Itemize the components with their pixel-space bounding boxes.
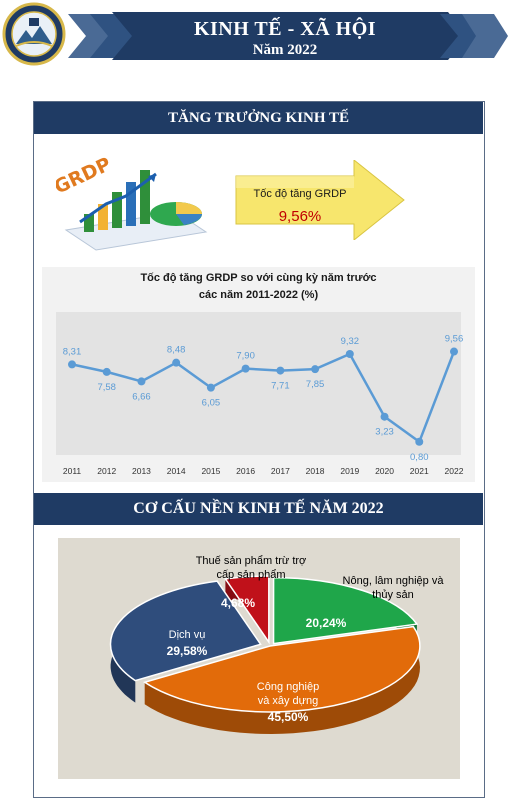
x-tick-2015: 2015 — [201, 466, 220, 476]
data-label-2013: 6,66 — [132, 391, 151, 402]
data-point-2015 — [206, 383, 215, 392]
data-point-2019 — [345, 350, 354, 359]
economic-structure-pie-chart: Thuế sản phẩm trừ trợ cấp sản phẩm 4,68%… — [58, 538, 460, 779]
data-point-2018 — [311, 365, 320, 374]
data-point-2012 — [102, 367, 111, 376]
data-point-2013 — [137, 377, 146, 386]
data-label-2019: 9,32 — [341, 336, 360, 347]
x-tick-2021: 2021 — [410, 466, 429, 476]
growth-rate-value: 9,56% — [278, 208, 322, 225]
pie-label-services: 29,58% — [166, 644, 208, 658]
x-tick-2018: 2018 — [306, 466, 325, 476]
pie-chart-svg — [109, 575, 421, 734]
growth-rate-arrow — [235, 160, 405, 240]
data-label-2012: 7,58 — [97, 382, 116, 393]
data-label-2011: 8,31 — [63, 346, 82, 357]
pie-name-industry: Công nghiệp và xây dựng — [238, 680, 338, 708]
data-point-2022 — [450, 347, 458, 356]
x-tick-2016: 2016 — [236, 466, 255, 476]
svg-text:GRDP: GRDP — [56, 153, 114, 198]
plot-area — [56, 312, 461, 455]
data-label-2016: 7,90 — [236, 351, 255, 362]
line-chart-svg: 8,31 2011 7,58 2012 6,66 2013 8,48 2014 6,05 2015… — [63, 334, 464, 476]
pie-label-tax: 4,68% — [220, 596, 256, 610]
grdp-chart-illustration: GRDP — [56, 153, 208, 251]
data-label-2014: 8,48 — [167, 345, 186, 356]
chart-title-line2: các năm 2011-2022 (%) — [198, 289, 319, 301]
content-frame: TĂNG TRƯỞNG KINH TẾ GRDP Tốc độ tăng GRD… — [33, 101, 485, 798]
page-title: KINH TẾ - XÃ HỘI — [193, 18, 377, 40]
header-banner — [68, 12, 508, 60]
pie-slice-3 — [224, 575, 270, 645]
pie-slice-0 — [272, 576, 419, 645]
pie-name-tax-line1: Thuế sản phẩm trừ trợ — [195, 555, 307, 567]
section-title-structure: CƠ CẤU NỀN KINH TẾ NĂM 2022 — [34, 493, 483, 525]
growth-rate-label: Tốc độ tăng GRDP — [253, 188, 347, 200]
chart-title-line1: Tốc độ tăng GRDP so với cùng kỳ năm trướ… — [140, 272, 377, 284]
section-title-growth: TĂNG TRƯỞNG KINH TẾ — [34, 102, 483, 134]
pie-name-agri: Nông, lâm nghiệp và thủy sản — [328, 574, 458, 602]
pie-slice-2 — [109, 580, 262, 682]
pie-label-agri: 20,24% — [305, 616, 347, 630]
pie-name-industry-line1: Công nghiệp — [256, 681, 320, 693]
x-tick-2011: 2011 — [63, 466, 82, 476]
pie-name-industry-line2: và xây dựng — [257, 695, 319, 707]
data-label-2022: 9,56 — [445, 334, 464, 345]
x-tick-2013: 2013 — [132, 466, 151, 476]
data-label-2021: 0,80 — [410, 452, 429, 463]
data-label-2017: 7,71 — [271, 381, 290, 392]
pie-name-agri-line2: thủy sản — [372, 589, 414, 601]
x-tick-2017: 2017 — [271, 466, 290, 476]
data-point-2014 — [172, 358, 181, 367]
data-point-2021 — [415, 437, 424, 446]
data-point-2016 — [241, 364, 250, 373]
x-tick-2012: 2012 — [97, 466, 116, 476]
series-line — [71, 351, 456, 444]
x-tick-2020: 2020 — [375, 466, 394, 476]
pie-name-agri-line1: Nông, lâm nghiệp và — [342, 575, 444, 587]
pie-name-services: Dịch vụ — [168, 629, 206, 641]
page-subtitle: Năm 2022 — [252, 42, 318, 58]
data-label-2020: 3,23 — [375, 427, 394, 438]
pie-slice-1 — [142, 625, 421, 713]
x-tick-2022: 2022 — [445, 466, 464, 476]
data-point-2020 — [380, 412, 389, 421]
grdp-line-chart: Tốc độ tăng GRDP so với cùng kỳ năm trướ… — [42, 267, 475, 482]
pie-name-tax: Thuế sản phẩm trừ trợ cấp sản phẩm — [176, 554, 326, 582]
pie-name-tax-line2: cấp sản phẩm — [216, 569, 286, 581]
data-point-2011 — [68, 360, 76, 369]
pie-label-industry: 45,50% — [267, 710, 309, 724]
logo-emblem — [2, 2, 66, 66]
x-tick-2014: 2014 — [167, 466, 186, 476]
x-tick-2019: 2019 — [340, 466, 359, 476]
data-label-2018: 7,85 — [306, 379, 325, 390]
data-point-2017 — [276, 366, 285, 375]
data-label-2015: 6,05 — [202, 398, 221, 409]
